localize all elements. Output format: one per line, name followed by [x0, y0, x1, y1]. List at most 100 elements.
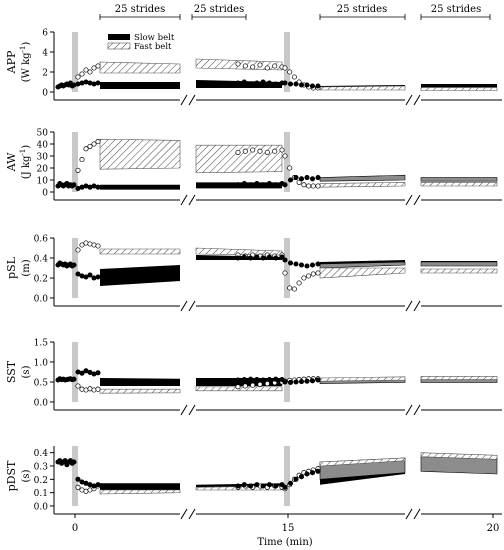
slow-belt-point [241, 482, 247, 488]
split-marker [72, 132, 78, 192]
slow-belt-point [241, 254, 247, 260]
y-tick-label: 2 [42, 69, 48, 79]
stride-header: 25 strides 25 strides 25 strides 25 stri… [99, 4, 491, 20]
fast-belt-point [91, 387, 97, 393]
panel-aw: 0 10 20 30 40 50 AW (J kg-1) [5, 129, 502, 206]
slow-belt-band [100, 265, 180, 286]
slow-belt-point [293, 81, 299, 87]
y-axis-label: pDST [5, 460, 18, 491]
y-axis-unit: (J kg-1) [19, 145, 32, 179]
y-tick-label: 0 [42, 89, 48, 99]
slow-belt-point [304, 175, 310, 181]
slow-belt-point [254, 482, 260, 488]
axis-break-mark [188, 404, 196, 416]
slow-belt-point [266, 181, 272, 187]
axis-break-mark [413, 300, 421, 312]
slow-belt-point [273, 376, 279, 382]
fast-belt-band [420, 182, 498, 187]
axis-break-mark [413, 94, 421, 106]
fast-belt-point [95, 386, 101, 392]
fast-belt-point [83, 146, 89, 152]
slow-belt-point [304, 263, 310, 269]
panel-sst: 0.0 0.5 1.0 1.5 SST (s) [5, 339, 502, 416]
slow-belt-point [266, 482, 272, 488]
slow-belt-point [241, 377, 247, 383]
axis-break-mark [180, 300, 188, 312]
y-tick-label: 0.0 [34, 503, 49, 513]
fast-belt-point [257, 381, 263, 387]
slow-belt-point [309, 262, 316, 268]
axis-break-mark [180, 194, 188, 206]
slow-belt-point [248, 255, 254, 261]
y-tick-label: 30 [37, 153, 49, 163]
fast-belt-band [99, 489, 181, 495]
fast-belt-point [235, 384, 241, 390]
gray-belt-band [420, 456, 498, 475]
y-tick-label: 0.4 [34, 255, 49, 265]
y-tick-label: 0.2 [34, 275, 48, 285]
fast-belt-point [75, 383, 81, 389]
slow-belt-point [298, 262, 305, 268]
y-tick-label: 40 [37, 141, 49, 151]
y-tick-label: 0.3 [34, 463, 49, 473]
slow-belt-point [282, 379, 288, 385]
axis-break-mark [405, 508, 413, 520]
fast-belt-point [287, 285, 293, 291]
fast-belt-band [195, 144, 283, 174]
fast-belt-band [319, 267, 406, 279]
slow-belt-point [287, 177, 294, 183]
split-marker [284, 132, 290, 192]
y-axis-label: APP [5, 50, 18, 74]
slow-belt-point [235, 377, 241, 383]
y-tick-label: 0.6 [34, 235, 49, 245]
stride-label-3: 25 strides [337, 4, 387, 15]
slow-belt-point [260, 255, 266, 261]
split-marker [284, 238, 290, 298]
slow-belt-point [260, 377, 266, 383]
legend-label-2: Fast belt [134, 42, 172, 52]
slow-belt-point [235, 483, 241, 489]
fast-belt-band [420, 87, 498, 91]
fast-belt-point [95, 139, 101, 145]
slow-belt-point [79, 370, 85, 376]
fast-belt-point [315, 270, 321, 276]
fast-belt-point [79, 242, 85, 248]
x-tick-label-0: 0 [72, 523, 78, 534]
fast-belt-point [95, 243, 101, 249]
slow-belt-point [293, 379, 299, 385]
slow-belt-point [95, 482, 101, 488]
fast-belt-point [306, 273, 312, 279]
y-axis-unit: (m) [21, 259, 32, 276]
split-marker [72, 446, 78, 506]
y-tick-label: 0.0 [34, 295, 49, 305]
slow-belt-point [95, 370, 101, 376]
slow-belt-point [273, 182, 279, 188]
slow-belt-point [279, 254, 285, 260]
fast-belt-point [264, 381, 270, 387]
fast-belt-point [79, 157, 85, 163]
fast-belt-point [235, 61, 241, 67]
y-axis-label: SST [5, 360, 18, 383]
slow-belt-point [71, 459, 77, 465]
slow-belt-point [75, 271, 81, 277]
slow-belt-point [75, 476, 81, 482]
slow-belt-point [273, 255, 279, 261]
y-tick-label: 0.1 [34, 489, 48, 499]
panel-app: 0 2 4 6 APP (W kg-1) [5, 29, 502, 106]
slow-belt-point [260, 79, 266, 85]
split-marker [72, 32, 78, 92]
stride-label-4: 25 strides [431, 4, 481, 15]
y-tick-label: 0.4 [34, 449, 49, 459]
fast-belt-point [242, 383, 248, 389]
axis-break-mark [188, 94, 196, 106]
y-tick-label: 0.0 [34, 399, 49, 409]
fast-belt-point [75, 484, 81, 490]
slow-belt-point [248, 483, 254, 489]
axis-break-mark [405, 300, 413, 312]
slow-belt-point [71, 182, 77, 188]
x-axis-label: Time (min) [257, 537, 312, 548]
split-marker [284, 32, 290, 92]
fast-belt-point [291, 286, 297, 292]
axis-break-mark [180, 94, 188, 106]
